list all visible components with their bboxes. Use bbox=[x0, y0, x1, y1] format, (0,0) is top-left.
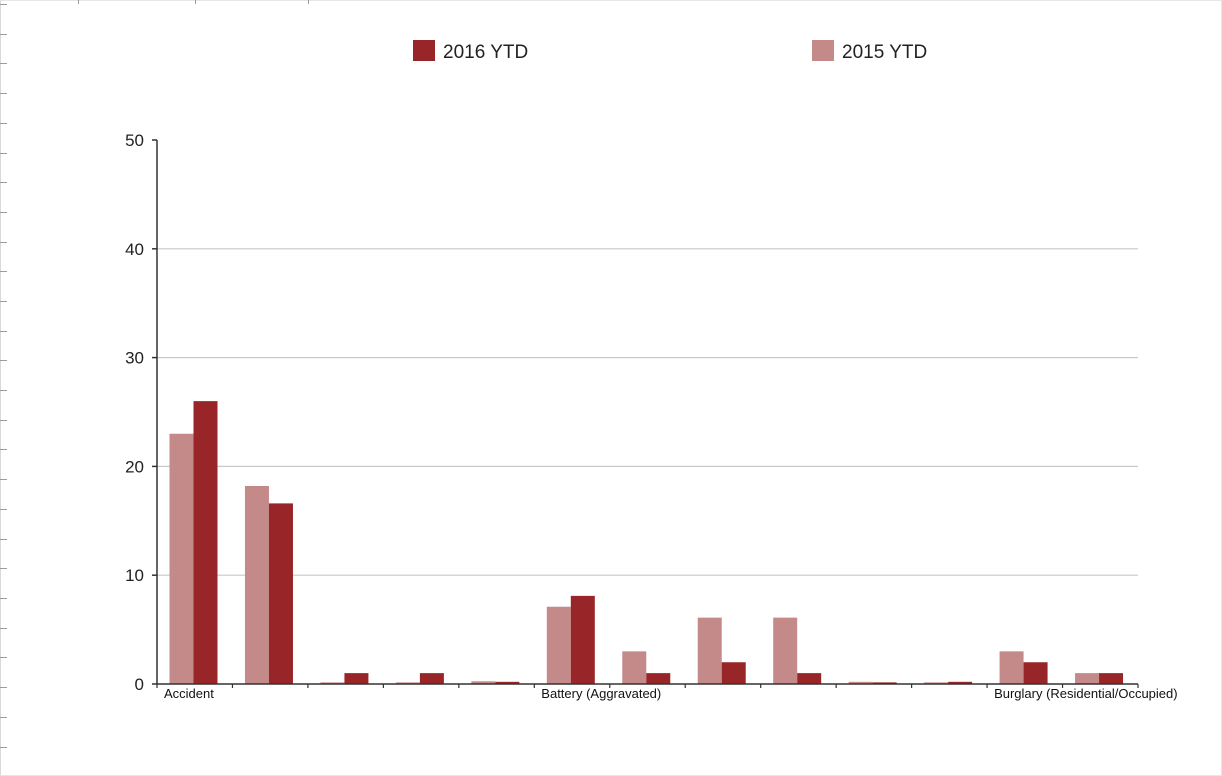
ruler-tick bbox=[0, 123, 7, 124]
ruler-tick bbox=[0, 717, 7, 718]
y-tick-label: 0 bbox=[135, 675, 144, 694]
x-category-label: Accident bbox=[164, 686, 214, 701]
legend-label: 2016 YTD bbox=[443, 42, 528, 63]
y-tick-label: 20 bbox=[125, 457, 144, 476]
ruler-tick bbox=[0, 449, 7, 450]
top-ruler-mark bbox=[78, 0, 79, 4]
bar-2015-ytd bbox=[697, 617, 722, 684]
legend-label: 2015 YTD bbox=[842, 42, 927, 63]
ruler-tick bbox=[0, 331, 7, 332]
bar-2016-ytd bbox=[268, 503, 293, 684]
ruler-tick bbox=[0, 479, 7, 480]
bar-2015-ytd bbox=[169, 433, 194, 684]
top-ruler bbox=[0, 0, 320, 4]
ruler-tick bbox=[0, 628, 7, 629]
y-tick-label: 50 bbox=[125, 131, 144, 150]
ruler-tick bbox=[0, 539, 7, 540]
ruler-tick bbox=[0, 509, 7, 510]
bar-2015-ytd bbox=[999, 651, 1024, 684]
ruler-tick bbox=[0, 4, 7, 5]
ruler-tick bbox=[0, 420, 7, 421]
legend-swatch bbox=[812, 40, 834, 61]
ruler-tick bbox=[0, 63, 7, 64]
bar-2016-ytd bbox=[344, 673, 369, 684]
x-category-label: Burglary (Residential/Occupied) bbox=[994, 686, 1178, 701]
bar-2015-ytd bbox=[924, 682, 949, 684]
ruler-tick bbox=[0, 93, 7, 94]
bar-2016-ytd bbox=[646, 673, 671, 684]
bar-2015-ytd bbox=[320, 682, 345, 684]
top-ruler-mark bbox=[195, 0, 196, 4]
ruler-tick bbox=[0, 568, 7, 569]
y-tick-label: 10 bbox=[125, 566, 144, 585]
y-tick-labels: 0 10 20 30 40 50 bbox=[125, 131, 144, 694]
x-category-label: Battery (Aggravated) bbox=[541, 686, 661, 701]
bar-2016-ytd bbox=[797, 673, 822, 684]
ruler-tick bbox=[0, 242, 7, 243]
ruler-tick bbox=[0, 301, 7, 302]
bar-2015-ytd bbox=[395, 682, 420, 684]
x-category-labels: Accident Battery (Aggravated) Burglary (Re… bbox=[164, 686, 1178, 701]
bar-2016-ytd bbox=[193, 401, 218, 684]
ruler-tick bbox=[0, 153, 7, 154]
bar-2015-ytd bbox=[471, 681, 496, 684]
y-tick-label: 40 bbox=[125, 240, 144, 259]
gridlines bbox=[157, 248, 1138, 576]
bar-2016-ytd bbox=[721, 662, 746, 684]
bar-2015-ytd bbox=[546, 606, 571, 684]
bar-2016-ytd bbox=[872, 682, 897, 684]
bar-2016-ytd bbox=[495, 681, 520, 684]
ruler-tick bbox=[0, 747, 7, 748]
bars bbox=[169, 401, 1124, 684]
bar-2015-ytd bbox=[773, 617, 798, 684]
axes bbox=[152, 139, 1139, 688]
bar-2016-ytd bbox=[1099, 673, 1124, 684]
ruler-tick bbox=[0, 657, 7, 658]
bar-2016-ytd bbox=[419, 673, 444, 684]
ruler-tick bbox=[0, 271, 7, 272]
bar-2015-ytd bbox=[1075, 673, 1100, 684]
bar-2015-ytd bbox=[622, 651, 647, 684]
left-ruler bbox=[0, 0, 8, 776]
bar-2015-ytd bbox=[244, 485, 269, 684]
top-ruler-mark bbox=[308, 0, 309, 4]
bar-2016-ytd bbox=[948, 681, 973, 684]
bar-2016-ytd bbox=[570, 595, 595, 684]
ruler-tick bbox=[0, 360, 7, 361]
ruler-tick bbox=[0, 598, 7, 599]
bar-2016-ytd bbox=[1023, 662, 1048, 684]
ruler-tick bbox=[0, 182, 7, 183]
ruler-tick bbox=[0, 34, 7, 35]
ruler-tick bbox=[0, 212, 7, 213]
legend: 2016 YTD 2015 YTD bbox=[413, 40, 927, 63]
y-tick-label: 30 bbox=[125, 349, 144, 368]
ruler-tick bbox=[0, 390, 7, 391]
ruler-tick bbox=[0, 687, 7, 688]
legend-swatch bbox=[413, 40, 435, 61]
bar-2015-ytd bbox=[848, 681, 873, 684]
